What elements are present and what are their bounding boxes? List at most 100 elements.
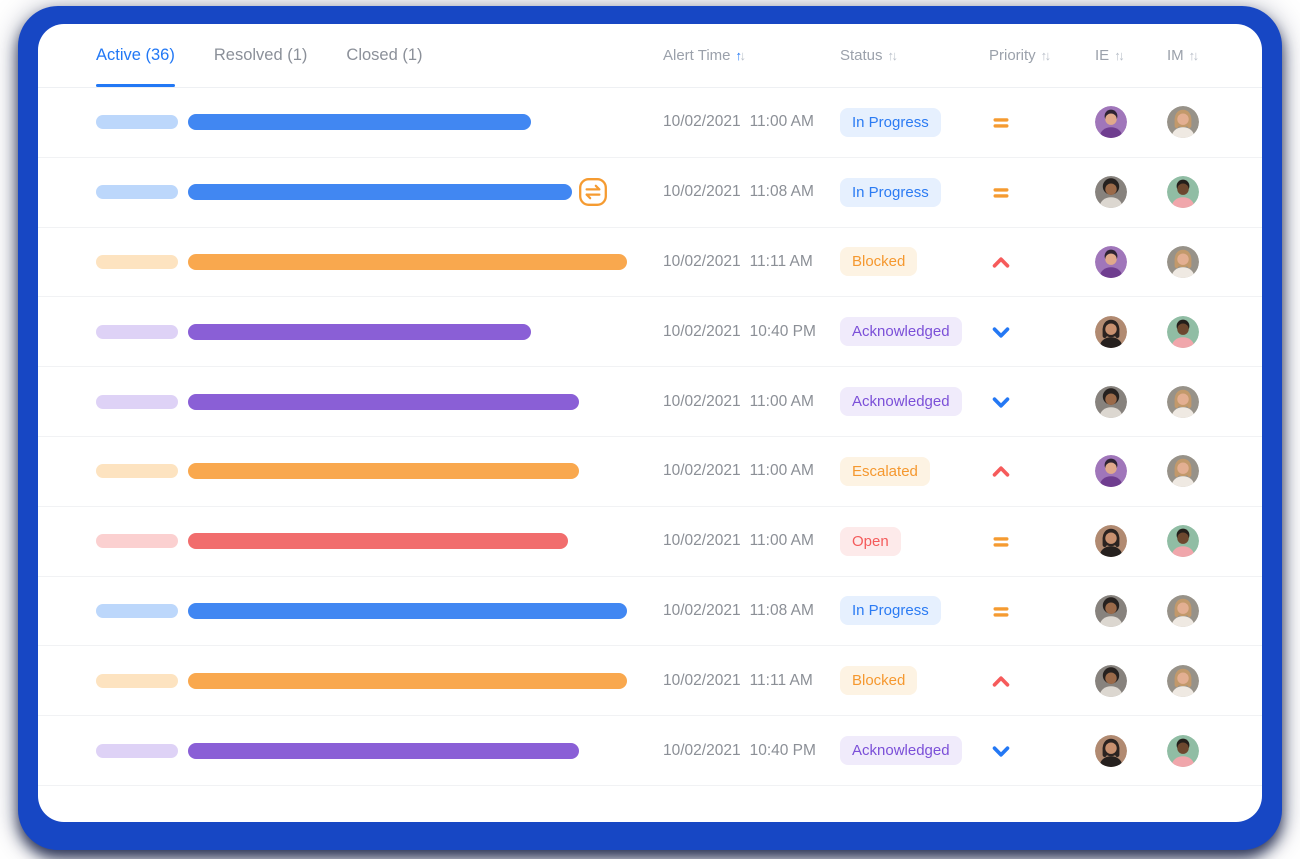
status-cell: Blocked <box>840 247 989 277</box>
alert-time-cell: 10/02/2021 11:00 AM <box>663 113 840 131</box>
skeleton-short-bar <box>96 394 178 409</box>
skeleton-long-bar <box>188 463 579 480</box>
priority-medium-icon <box>989 110 1013 134</box>
status-cell: In Progress <box>840 596 989 626</box>
alert-title-cell <box>38 672 663 689</box>
priority-medium-icon <box>989 599 1013 623</box>
tab-label: Closed (1) <box>346 46 423 64</box>
status-badge: In Progress <box>840 596 941 626</box>
status-cell: Open <box>840 526 989 556</box>
column-header-label: IE <box>1095 47 1110 64</box>
alert-time-cell: 10/02/2021 10:40 PM <box>663 323 840 341</box>
im-avatar <box>1167 176 1262 209</box>
alerts-card: Active (36) Resolved (1) Closed (1) Aler… <box>38 24 1262 822</box>
ie-avatar <box>1095 315 1167 348</box>
status-badge: In Progress <box>840 107 941 137</box>
alert-time: 11:00 AM <box>749 392 814 410</box>
column-header-ie[interactable]: IE ↑↓ <box>1095 47 1167 64</box>
table-row[interactable]: 10/02/2021 11:08 AM In Progress <box>38 577 1262 647</box>
skeleton-long-bar <box>188 742 579 759</box>
skeleton-short-bar <box>96 464 178 479</box>
column-header-alert-time[interactable]: Alert Time ↑↓ <box>663 47 840 64</box>
skeleton-long-bar <box>188 672 627 689</box>
alert-date: 10/02/2021 <box>663 113 741 131</box>
alert-time: 11:11 AM <box>749 252 813 270</box>
sort-arrows-icon: ↑↓ <box>1114 48 1125 63</box>
tab-closed[interactable]: Closed (1) <box>346 24 422 87</box>
column-header-im[interactable]: IM ↑↓ <box>1167 47 1262 64</box>
im-avatar <box>1167 245 1262 278</box>
alert-title-cell <box>38 323 663 340</box>
avatar-woman-turtleneck <box>1095 525 1127 561</box>
im-avatar <box>1167 455 1262 488</box>
avatar-woman-blonde <box>1167 664 1199 701</box>
skeleton-short-bar <box>96 603 178 618</box>
priority-medium-icon <box>989 180 1013 204</box>
column-header-status[interactable]: Status ↑↓ <box>840 47 989 64</box>
alert-time-cell: 10/02/2021 11:08 AM <box>663 602 840 620</box>
table-row[interactable]: 10/02/2021 11:11 AM Blocked <box>38 646 1262 717</box>
avatar-man-pink <box>1167 176 1199 212</box>
priority-cell <box>989 390 1095 414</box>
status-cell: Blocked <box>840 666 989 696</box>
avatar-woman-blonde <box>1167 455 1199 491</box>
tab-active[interactable]: Active (36) <box>96 24 175 87</box>
avatar-man-afro <box>1095 385 1127 422</box>
table-row[interactable]: 10/02/2021 11:00 AM In Progress <box>38 88 1262 158</box>
alert-title-cell <box>38 533 663 550</box>
skeleton-long-bar <box>188 114 531 131</box>
skeleton-short-bar <box>96 743 178 758</box>
alert-title-cell <box>38 253 663 270</box>
skeleton-long-bar <box>188 184 572 201</box>
column-header-priority[interactable]: Priority ↑↓ <box>989 47 1095 64</box>
table-row[interactable]: 10/02/2021 11:00 AM Acknowledged <box>38 367 1262 437</box>
alert-date: 10/02/2021 <box>663 462 741 480</box>
alert-time-cell: 10/02/2021 10:40 PM <box>663 742 840 760</box>
table-row[interactable]: 10/02/2021 10:40 PM Acknowledged <box>38 716 1262 786</box>
priority-cell <box>989 110 1095 134</box>
avatar-man-pink <box>1167 734 1199 771</box>
priority-high-icon <box>989 250 1013 274</box>
alert-title-cell <box>38 177 663 207</box>
skeleton-long-bar <box>188 323 531 340</box>
priority-high-icon <box>989 669 1013 693</box>
avatar-woman-turtleneck <box>1095 315 1127 352</box>
table-row[interactable]: 10/02/2021 10:40 PM Acknowledged <box>38 297 1262 368</box>
alert-title-cell <box>38 602 663 619</box>
column-header-label: Alert Time <box>663 47 731 64</box>
alerts-table-body: 10/02/2021 11:00 AM In Progress 10/02/20… <box>38 88 1262 786</box>
priority-cell <box>989 320 1095 344</box>
tab-resolved[interactable]: Resolved (1) <box>214 24 308 87</box>
skeleton-long-bar <box>188 533 568 550</box>
im-avatar <box>1167 315 1262 348</box>
table-row[interactable]: 10/02/2021 11:11 AM Blocked <box>38 228 1262 298</box>
avatar-man-purple <box>1095 455 1127 491</box>
alert-time: 10:40 PM <box>749 322 816 340</box>
table-row[interactable]: 10/02/2021 11:00 AM Open <box>38 507 1262 577</box>
avatar-man-purple <box>1095 245 1127 282</box>
ie-avatar <box>1095 664 1167 697</box>
alert-time-cell: 10/02/2021 11:00 AM <box>663 393 840 411</box>
im-avatar <box>1167 594 1262 627</box>
priority-low-icon <box>989 739 1013 763</box>
status-cell: In Progress <box>840 107 989 137</box>
ie-avatar <box>1095 455 1167 488</box>
table-header: Active (36) Resolved (1) Closed (1) Aler… <box>38 24 1262 88</box>
status-badge: Acknowledged <box>840 317 962 347</box>
status-badge: Blocked <box>840 666 918 696</box>
avatar-man-afro <box>1095 594 1127 631</box>
status-cell: Acknowledged <box>840 317 989 347</box>
ie-avatar <box>1095 594 1167 627</box>
alert-time-cell: 10/02/2021 11:08 AM <box>663 183 840 201</box>
table-row[interactable]: 10/02/2021 11:08 AM In Progress <box>38 158 1262 228</box>
im-avatar <box>1167 106 1262 139</box>
priority-cell <box>989 669 1095 693</box>
alert-time-cell: 10/02/2021 11:00 AM <box>663 532 840 550</box>
avatar-man-pink <box>1167 315 1199 352</box>
ie-avatar <box>1095 106 1167 139</box>
status-cell: In Progress <box>840 177 989 207</box>
ie-avatar <box>1095 525 1167 558</box>
priority-cell <box>989 529 1095 553</box>
table-row[interactable]: 10/02/2021 11:00 AM Escalated <box>38 437 1262 507</box>
status-cell: Acknowledged <box>840 736 989 766</box>
